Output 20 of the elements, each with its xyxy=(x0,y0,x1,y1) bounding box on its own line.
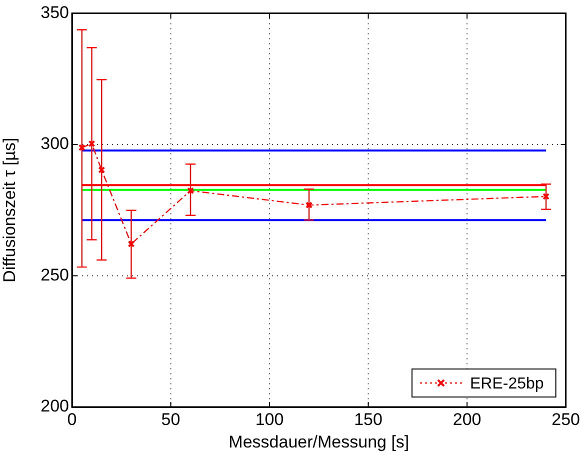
x-axis-title: Messdauer/Messung [s] xyxy=(228,432,410,452)
x-tick-label: 50 xyxy=(161,410,180,429)
point xyxy=(187,187,194,194)
y-tick-label: 250 xyxy=(40,265,69,284)
y-tick-label: 200 xyxy=(40,396,69,416)
legend-label: ERE-25bp xyxy=(470,375,544,392)
x-tick-label: 100 xyxy=(255,410,284,429)
point xyxy=(128,240,135,248)
y-tick-label: 350 xyxy=(40,2,69,22)
point xyxy=(306,202,313,209)
point xyxy=(542,192,550,200)
x-tick-label: 250 xyxy=(552,410,580,429)
y-tick-label: 300 xyxy=(40,134,69,154)
point xyxy=(78,144,86,152)
x-tick-label: 150 xyxy=(354,410,382,429)
x-tick-label: 0 xyxy=(67,410,77,429)
y-axis-title: Diffusionszeit τ [µs] xyxy=(0,138,19,282)
point xyxy=(88,140,96,148)
x-tick-label: 200 xyxy=(452,410,482,429)
point xyxy=(98,166,106,174)
